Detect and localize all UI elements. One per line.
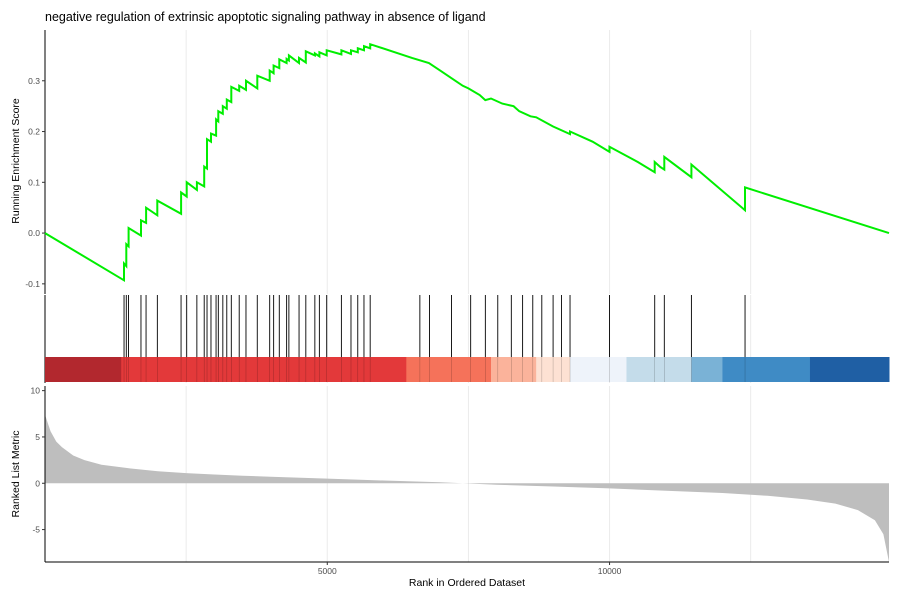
running-score-gridlines <box>185 30 752 294</box>
x-axis-label: Rank in Ordered Dataset <box>409 577 525 589</box>
running-score-y-label: Running Enrichment Score <box>10 98 22 224</box>
color-bar-segment <box>691 357 723 382</box>
y-tick-label: 0.0 <box>28 228 40 238</box>
gene-hit-lines <box>123 295 746 382</box>
color-bar-segment <box>45 357 122 382</box>
running-score-panel: -0.1 0.0 0.1 0.2 0.3 Running Enrichment Scor… <box>10 30 890 294</box>
y-tick-label: 0.1 <box>28 177 40 187</box>
y-tick-label: 0.2 <box>28 127 40 137</box>
x-axis-ticks: 5000 10000 <box>318 562 622 576</box>
y-tick-label: -0.1 <box>25 279 40 289</box>
rank-color-bar <box>45 357 890 382</box>
y-tick-label: 0 <box>35 478 40 488</box>
y-tick-label: 0.3 <box>28 76 40 86</box>
color-bar-segment <box>570 357 627 382</box>
color-bar-segment <box>121 357 407 382</box>
ranked-metric-y-ticks: -5 0 5 10 <box>31 386 45 535</box>
x-tick-label: 10000 <box>598 566 622 576</box>
running-score-y-ticks: -0.1 0.0 0.1 0.2 0.3 <box>25 76 45 289</box>
color-bar-segment <box>722 357 811 382</box>
color-bar-segment <box>536 357 571 382</box>
ranked-metric-area <box>45 414 889 562</box>
y-tick-label: 5 <box>35 432 40 442</box>
running-score-line <box>44 42 890 283</box>
y-tick-label: 10 <box>31 386 41 396</box>
y-tick-label: -5 <box>32 525 40 535</box>
ranked-metric-panel: -5 0 5 10 5000 10000 Ranked List Metric Rank… <box>10 386 889 589</box>
color-bar-segment <box>626 357 692 382</box>
color-bar-segment <box>490 357 537 382</box>
hits-panel <box>44 295 890 383</box>
ranked-metric-gridlines <box>185 386 752 562</box>
color-bar-segment <box>406 357 492 382</box>
x-tick-label: 5000 <box>318 566 337 576</box>
color-bar-segment <box>809 357 890 382</box>
ranked-metric-y-label: Ranked List Metric <box>10 431 22 518</box>
chart-title: negative regulation of extrinsic apoptot… <box>45 10 486 24</box>
